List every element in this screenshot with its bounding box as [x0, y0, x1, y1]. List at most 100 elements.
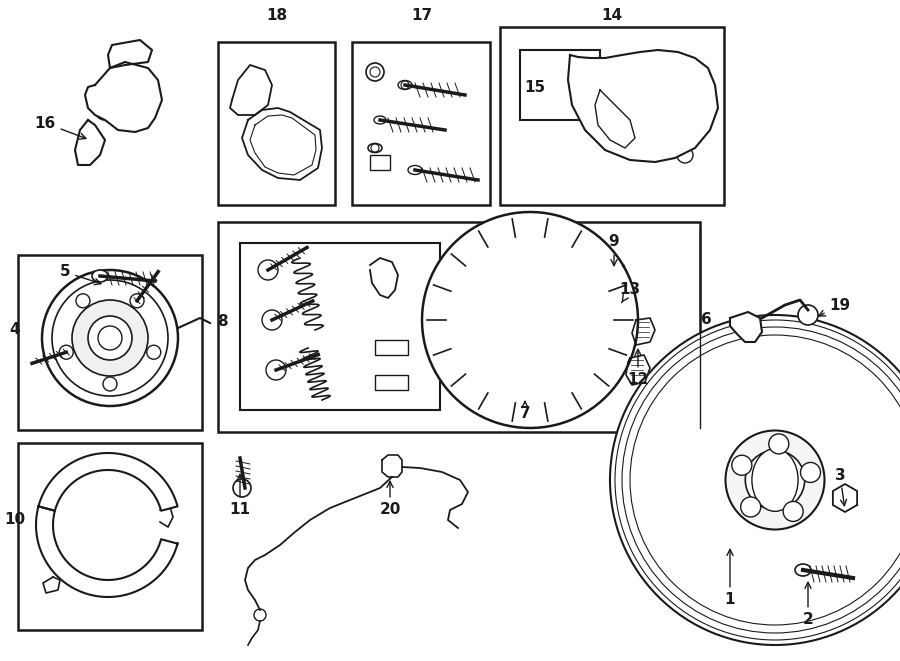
Circle shape: [233, 479, 251, 497]
Bar: [218, 222, 700, 432]
Text: 16: 16: [34, 116, 86, 139]
Circle shape: [630, 98, 650, 118]
Circle shape: [732, 455, 752, 475]
Circle shape: [798, 305, 818, 325]
Circle shape: [258, 260, 278, 280]
Circle shape: [88, 316, 132, 360]
Polygon shape: [832, 484, 857, 512]
Bar: [218, 42, 335, 205]
Circle shape: [473, 264, 586, 376]
Circle shape: [262, 310, 282, 330]
Bar: [352, 42, 490, 205]
Circle shape: [838, 491, 852, 505]
Bar: [520, 50, 600, 120]
Circle shape: [52, 280, 168, 396]
Circle shape: [254, 609, 266, 621]
Circle shape: [401, 81, 409, 89]
Text: 2: 2: [803, 582, 814, 627]
Text: 3: 3: [834, 467, 847, 506]
Text: 19: 19: [819, 297, 850, 316]
Polygon shape: [422, 212, 638, 428]
Circle shape: [465, 280, 479, 293]
Text: 20: 20: [379, 481, 400, 518]
Ellipse shape: [374, 116, 386, 124]
Circle shape: [495, 286, 564, 354]
Circle shape: [72, 300, 148, 376]
Circle shape: [593, 267, 623, 297]
Polygon shape: [568, 50, 718, 162]
Circle shape: [98, 326, 122, 350]
Text: 4: 4: [10, 323, 21, 338]
Bar: [500, 27, 724, 205]
Circle shape: [725, 430, 824, 529]
Bar: [370, 155, 390, 170]
Circle shape: [677, 77, 693, 93]
Circle shape: [677, 147, 693, 163]
Text: 11: 11: [230, 475, 250, 518]
Circle shape: [556, 255, 571, 269]
Circle shape: [59, 345, 73, 359]
Text: 5: 5: [59, 264, 101, 285]
Circle shape: [581, 346, 595, 360]
Text: 10: 10: [4, 512, 25, 527]
Ellipse shape: [368, 143, 382, 153]
Text: 14: 14: [601, 7, 623, 22]
Text: 15: 15: [525, 81, 545, 95]
Circle shape: [42, 270, 178, 406]
Circle shape: [76, 293, 90, 308]
Text: 8: 8: [217, 315, 228, 329]
Circle shape: [622, 327, 900, 633]
Text: 13: 13: [619, 282, 641, 303]
Polygon shape: [632, 318, 655, 345]
Circle shape: [147, 345, 161, 359]
Polygon shape: [85, 62, 162, 132]
Circle shape: [366, 63, 384, 81]
Circle shape: [605, 288, 625, 308]
Circle shape: [95, 100, 115, 120]
Ellipse shape: [398, 81, 412, 89]
Polygon shape: [382, 455, 402, 477]
Bar: [18, 255, 202, 430]
Circle shape: [605, 73, 675, 143]
Text: 1: 1: [724, 549, 735, 607]
Text: 7: 7: [519, 401, 530, 420]
Circle shape: [130, 293, 144, 308]
Polygon shape: [626, 355, 650, 385]
Circle shape: [800, 463, 821, 483]
Bar: [375, 375, 408, 390]
Circle shape: [769, 434, 788, 454]
Ellipse shape: [92, 270, 108, 282]
Ellipse shape: [752, 449, 798, 512]
Text: 9: 9: [608, 235, 619, 266]
Polygon shape: [230, 65, 272, 115]
Polygon shape: [75, 120, 105, 165]
Text: 6: 6: [700, 313, 711, 327]
Text: 12: 12: [627, 349, 649, 387]
Circle shape: [615, 320, 900, 640]
Bar: [18, 443, 202, 630]
Bar: [375, 340, 408, 355]
Circle shape: [610, 293, 620, 303]
Polygon shape: [730, 312, 762, 342]
Polygon shape: [43, 577, 60, 593]
Bar: [240, 243, 440, 410]
Circle shape: [371, 144, 379, 152]
Circle shape: [610, 315, 900, 645]
Circle shape: [630, 335, 900, 625]
Circle shape: [490, 371, 503, 385]
Circle shape: [745, 450, 805, 510]
Circle shape: [601, 275, 615, 289]
Circle shape: [103, 377, 117, 391]
Ellipse shape: [408, 165, 422, 175]
Polygon shape: [108, 40, 152, 68]
Circle shape: [783, 502, 803, 522]
Circle shape: [370, 67, 380, 77]
Ellipse shape: [795, 564, 811, 576]
Text: 17: 17: [411, 7, 433, 22]
Polygon shape: [39, 453, 177, 511]
Polygon shape: [36, 506, 177, 597]
Polygon shape: [242, 108, 322, 180]
Circle shape: [266, 360, 286, 380]
Circle shape: [614, 82, 666, 134]
Text: 18: 18: [266, 7, 288, 22]
